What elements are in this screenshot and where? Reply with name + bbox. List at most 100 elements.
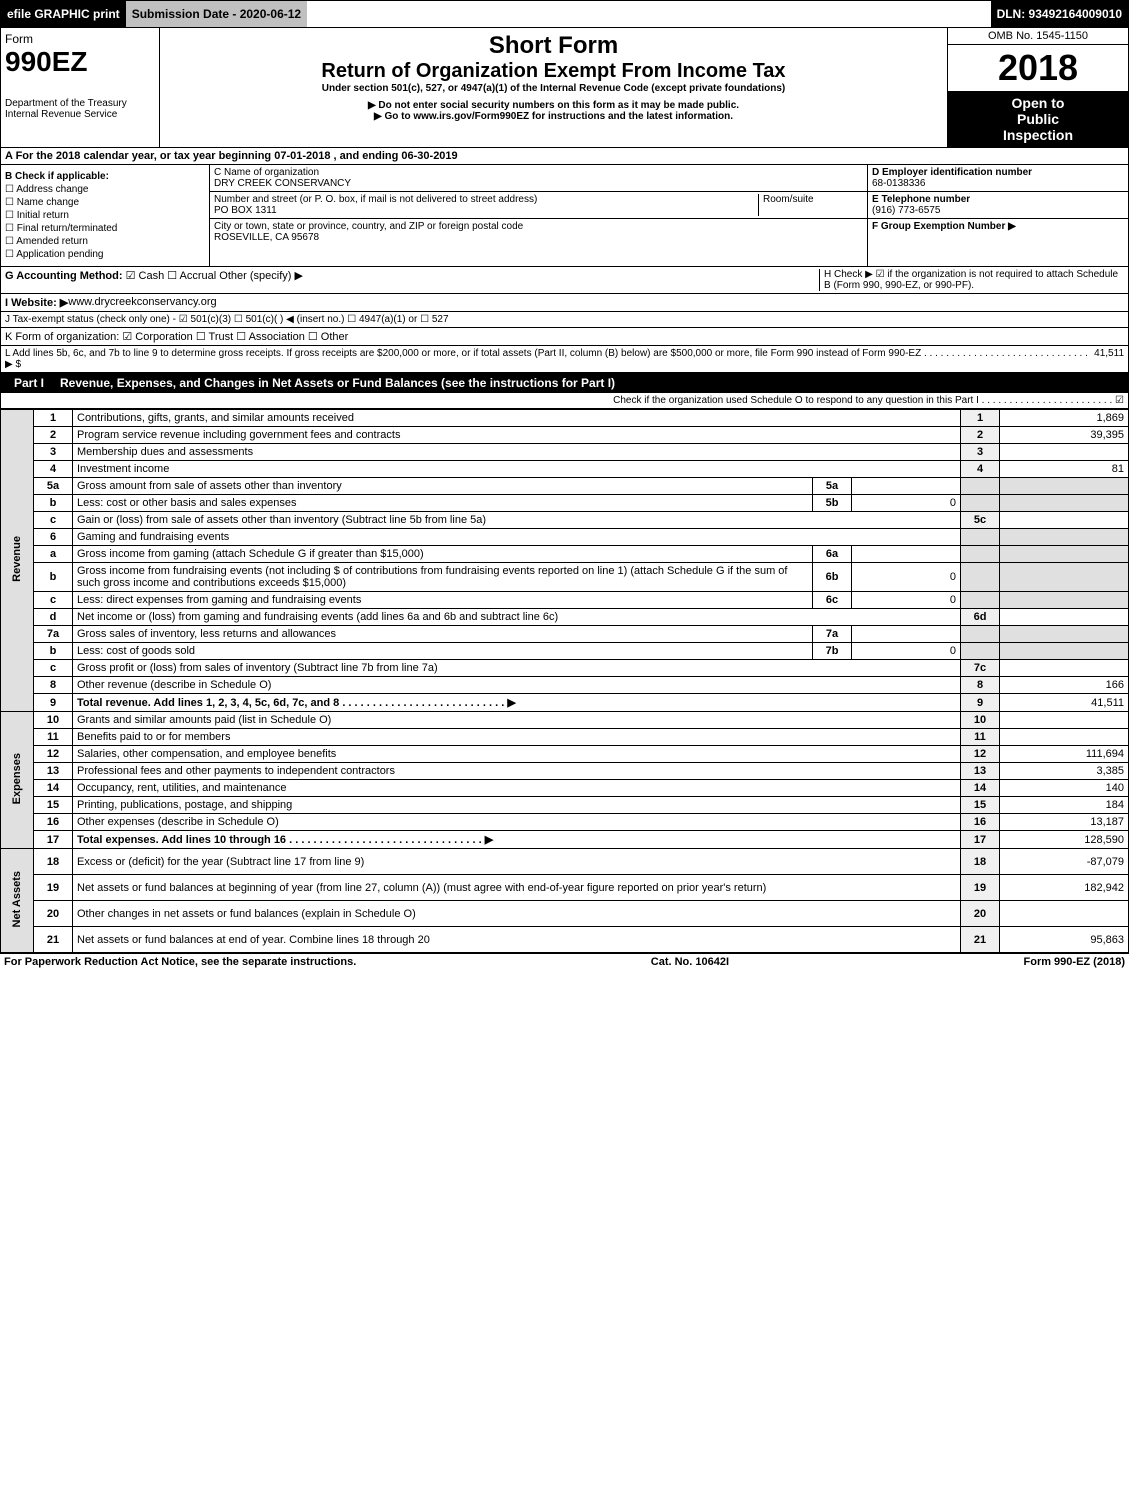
gray-cell <box>961 529 1000 546</box>
gross-receipts-row: L Add lines 5b, 6c, and 7b to line 9 to … <box>0 346 1129 373</box>
website-value[interactable]: www.drycreekconservancy.org <box>68 296 216 309</box>
gray-cell <box>961 546 1000 563</box>
footer-center: Cat. No. 10642I <box>651 956 729 968</box>
line-amount <box>1000 444 1129 461</box>
line-num: c <box>34 660 73 677</box>
table-row: 9 Total revenue. Add lines 1, 2, 3, 4, 5… <box>1 694 1129 712</box>
check-amended-return[interactable]: ☐ Amended return <box>5 236 205 247</box>
line-amount: 13,187 <box>1000 814 1129 831</box>
gray-cell <box>961 495 1000 512</box>
line-desc: Occupancy, rent, utilities, and maintena… <box>73 780 961 797</box>
netassets-section: Net Assets <box>1 849 34 953</box>
period-label: A For the 2018 calendar year, or tax yea… <box>5 150 271 162</box>
org-name-label: C Name of organization <box>214 167 863 178</box>
city-cell: City or town, state or province, country… <box>210 219 867 245</box>
line-num: 14 <box>34 780 73 797</box>
line-num: a <box>34 546 73 563</box>
return-title: Return of Organization Exempt From Incom… <box>164 60 943 83</box>
check-initial-return[interactable]: ☐ Initial return <box>5 210 205 221</box>
page-footer: For Paperwork Reduction Act Notice, see … <box>0 953 1129 970</box>
line-col: 5c <box>961 512 1000 529</box>
k-label[interactable]: K Form of organization: ☑ Corporation ☐ … <box>5 330 348 343</box>
gray-cell <box>1000 643 1129 660</box>
line-col: 3 <box>961 444 1000 461</box>
ein-label: D Employer identification number <box>872 167 1124 178</box>
expenses-section: Expenses <box>1 712 34 849</box>
sub-label: 6a <box>813 546 852 563</box>
line-desc: Program service revenue including govern… <box>73 427 961 444</box>
table-row: 8 Other revenue (describe in Schedule O)… <box>1 677 1129 694</box>
line-amount: 1,869 <box>1000 410 1129 427</box>
ssn-warning: ▶ Do not enter social security numbers o… <box>164 100 943 111</box>
open-line2: Public <box>952 111 1124 127</box>
table-row: 3 Membership dues and assessments 3 <box>1 444 1129 461</box>
line-desc: Membership dues and assessments <box>73 444 961 461</box>
line-col: 8 <box>961 677 1000 694</box>
box-def: D Employer identification number 68-0138… <box>867 165 1128 266</box>
line-desc: Less: cost or other basis and sales expe… <box>73 495 813 512</box>
line-num: b <box>34 495 73 512</box>
submission-date: Submission Date - 2020-06-12 <box>126 1 307 27</box>
title-box: Short Form Return of Organization Exempt… <box>160 28 947 147</box>
table-row: 4 Investment income 4 81 <box>1 461 1129 478</box>
table-row: d Net income or (loss) from gaming and f… <box>1 609 1129 626</box>
part1-title: Revenue, Expenses, and Changes in Net As… <box>60 376 1123 390</box>
line-num: 16 <box>34 814 73 831</box>
line-amount: 182,942 <box>1000 875 1129 901</box>
line-desc: Gross amount from sale of assets other t… <box>73 478 813 495</box>
line-amount: 41,511 <box>1000 694 1129 712</box>
table-row: 2 Program service revenue including gove… <box>1 427 1129 444</box>
line-col: 14 <box>961 780 1000 797</box>
line-desc: Total expenses. Add lines 10 through 16 … <box>73 831 961 849</box>
gray-cell <box>1000 478 1129 495</box>
irs-label: Internal Revenue Service <box>5 109 155 120</box>
gray-cell <box>1000 495 1129 512</box>
footer-right: Form 990-EZ (2018) <box>1024 956 1125 968</box>
line-num: 12 <box>34 746 73 763</box>
line-col: 4 <box>961 461 1000 478</box>
j-label[interactable]: J Tax-exempt status (check only one) - ☑… <box>5 314 449 325</box>
part1-check-text[interactable]: Check if the organization used Schedule … <box>613 395 1124 406</box>
line-desc: Professional fees and other payments to … <box>73 763 961 780</box>
sub-label: 5a <box>813 478 852 495</box>
line-num: 20 <box>34 901 73 927</box>
open-line3: Inspection <box>952 127 1124 143</box>
line-col: 12 <box>961 746 1000 763</box>
table-row: 19 Net assets or fund balances at beginn… <box>1 875 1129 901</box>
line-amount <box>1000 512 1129 529</box>
sub-value: 0 <box>852 643 961 660</box>
check-address-change[interactable]: ☐ Address change <box>5 184 205 195</box>
period-end: 06-30-2019 <box>401 150 457 162</box>
line-desc: Net income or (loss) from gaming and fun… <box>73 609 961 626</box>
part1-label: Part I <box>6 376 52 390</box>
efile-print-label[interactable]: efile GRAPHIC print <box>1 1 126 27</box>
table-row: 15 Printing, publications, postage, and … <box>1 797 1129 814</box>
g-label: G Accounting Method: <box>5 270 123 282</box>
line-num: 19 <box>34 875 73 901</box>
line-num: 6 <box>34 529 73 546</box>
box-b-title: B Check if applicable: <box>5 171 205 182</box>
line-desc: Benefits paid to or for members <box>73 729 961 746</box>
line-amount: 111,694 <box>1000 746 1129 763</box>
table-row: 14 Occupancy, rent, utilities, and maint… <box>1 780 1129 797</box>
group-cell: F Group Exemption Number ▶ <box>868 219 1128 234</box>
line-num: 4 <box>34 461 73 478</box>
line-num: 11 <box>34 729 73 746</box>
period-mid: , and ending <box>334 150 399 162</box>
line-col: 7c <box>961 660 1000 677</box>
line-desc: Gross income from gaming (attach Schedul… <box>73 546 813 563</box>
g-options[interactable]: ☑ Cash ☐ Accrual Other (specify) ▶ <box>126 270 303 282</box>
line-desc: Gross income from fundraising events (no… <box>73 563 813 592</box>
line-desc: Other changes in net assets or fund bala… <box>73 901 961 927</box>
line-desc: Net assets or fund balances at beginning… <box>73 875 961 901</box>
gray-cell <box>1000 546 1129 563</box>
line-desc: Other expenses (describe in Schedule O) <box>73 814 961 831</box>
revenue-section: Revenue <box>1 410 34 712</box>
line-desc: Excess or (deficit) for the year (Subtra… <box>73 849 961 875</box>
line-col: 15 <box>961 797 1000 814</box>
check-name-change[interactable]: ☐ Name change <box>5 197 205 208</box>
check-application-pending[interactable]: ☐ Application pending <box>5 249 205 260</box>
short-form-title: Short Form <box>164 32 943 60</box>
line-num: c <box>34 592 73 609</box>
check-final-return[interactable]: ☐ Final return/terminated <box>5 223 205 234</box>
